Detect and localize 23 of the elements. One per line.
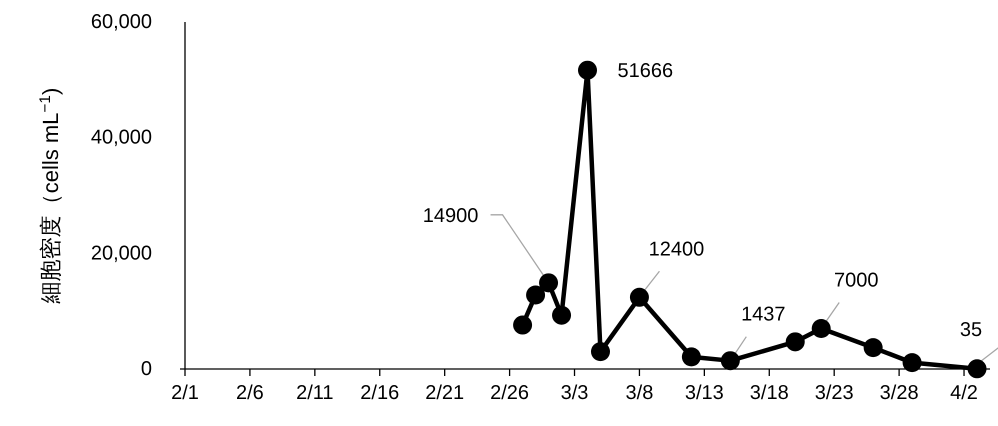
x-tick-label: 3/23 <box>814 382 854 404</box>
x-tick-label: 2/1 <box>171 382 199 404</box>
data-label: 1437 <box>741 304 786 326</box>
x-tick-label: 2/16 <box>360 382 400 404</box>
x-tick-label: 2/6 <box>236 382 264 404</box>
y-tick-label: 0 <box>140 358 152 380</box>
x-tick-label: 3/28 <box>880 382 919 404</box>
data-label: 12400 <box>648 238 704 260</box>
y-tick-label: 60,000 <box>90 11 152 33</box>
x-tick-label: 2/26 <box>490 382 530 404</box>
x-tick-label: 3/18 <box>750 382 789 404</box>
x-tick-label: 2/11 <box>296 382 334 404</box>
y-tick-label: 20,000 <box>90 242 152 264</box>
x-tick-label: 3/8 <box>626 382 654 404</box>
x-tick-label: 3/3 <box>560 382 588 404</box>
data-label: 35 <box>960 318 982 341</box>
x-tick-label: 3/13 <box>684 382 724 404</box>
x-tick-label: 4/2 <box>950 382 978 404</box>
y-tick-label: 40,000 <box>90 126 152 149</box>
x-tick-label: 2/21 <box>425 382 464 404</box>
data-label: 51666 <box>618 60 674 82</box>
data-label: 14900 <box>422 204 478 227</box>
data-label: 7000 <box>834 270 878 292</box>
